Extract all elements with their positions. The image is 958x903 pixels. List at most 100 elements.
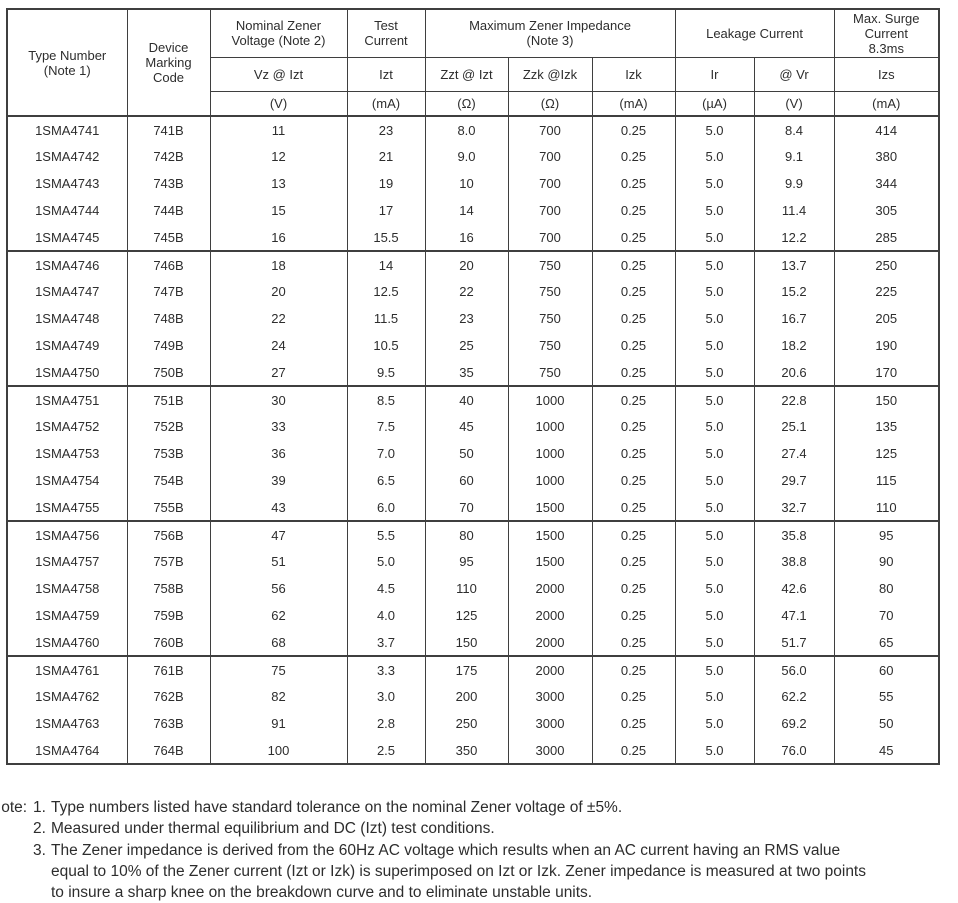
cell-izk: 0.25 — [591, 332, 676, 359]
cell-izt: 7.0 — [346, 440, 426, 467]
cell-ir: 5.0 — [674, 656, 755, 683]
cell-zzt-at-izt: 45 — [424, 413, 509, 440]
cell-device-marking-code: 746B — [126, 251, 211, 278]
symbol-at-vr: @ Vr — [753, 56, 835, 92]
cell-izk: 0.25 — [591, 278, 676, 305]
cell-device-marking-code: 761B — [126, 656, 211, 683]
cell-device-marking-code: 757B — [126, 548, 211, 575]
cell-zzt-at-izt: 125 — [424, 602, 509, 629]
header-line: Device — [148, 40, 189, 55]
unit-ma: (mA) — [833, 90, 940, 117]
cell-type-number: 1SMA4761 — [6, 656, 128, 683]
cell-izs: 414 — [833, 116, 940, 143]
cell-izs: 80 — [833, 575, 940, 602]
cell-izk: 0.25 — [591, 602, 676, 629]
cell-at-vr: 16.7 — [753, 305, 835, 332]
cell-zzt-at-izt: 50 — [424, 440, 509, 467]
cell-izs: 344 — [833, 170, 940, 197]
cell-izt: 11.5 — [346, 305, 426, 332]
cell-zzt-at-izt: 150 — [424, 629, 509, 656]
cell-at-vr: 32.7 — [753, 494, 835, 521]
unit-v: (V) — [753, 90, 835, 117]
cell-ir: 5.0 — [674, 197, 755, 224]
cell-zzk-at-izk: 700 — [507, 224, 593, 251]
cell-ir: 5.0 — [674, 170, 755, 197]
row-group-2: 1SMA4746 746B 18 14 20 750 0.25 5.0 13.7 250 1SMA4… — [6, 251, 940, 386]
cell-vz-at-izt: 56 — [209, 575, 348, 602]
cell-izk: 0.25 — [591, 629, 676, 656]
cell-izs: 305 — [833, 197, 940, 224]
cell-zzk-at-izk: 750 — [507, 251, 593, 278]
cell-type-number: 1SMA4755 — [6, 494, 128, 521]
unit-v: (V) — [209, 90, 348, 117]
cell-izk: 0.25 — [591, 386, 676, 413]
cell-zzt-at-izt: 16 — [424, 224, 509, 251]
cell-type-number: 1SMA4742 — [6, 143, 128, 170]
col-header-test-current: Test Current — [346, 8, 426, 58]
cell-ir: 5.0 — [674, 710, 755, 737]
cell-vz-at-izt: 51 — [209, 548, 348, 575]
cell-vz-at-izt: 16 — [209, 224, 348, 251]
cell-vz-at-izt: 82 — [209, 683, 348, 710]
note-text-line: The Zener impedance is derived from the … — [51, 841, 841, 859]
cell-zzk-at-izk: 1000 — [507, 386, 593, 413]
cell-izs: 70 — [833, 602, 940, 629]
table-row: 1SMA4758 758B 56 4.5 110 2000 0.25 5.0 42.6 80 — [6, 575, 940, 602]
cell-zzt-at-izt: 8.0 — [424, 116, 509, 143]
cell-izs: 125 — [833, 440, 940, 467]
cell-type-number: 1SMA4745 — [6, 224, 128, 251]
cell-zzt-at-izt: 70 — [424, 494, 509, 521]
cell-at-vr: 25.1 — [753, 413, 835, 440]
cell-izk: 0.25 — [591, 116, 676, 143]
symbol-izs: Izs — [833, 56, 940, 92]
cell-device-marking-code: 747B — [126, 278, 211, 305]
cell-izt: 8.5 — [346, 386, 426, 413]
header-line: Marking — [145, 55, 192, 70]
cell-zzt-at-izt: 40 — [424, 386, 509, 413]
cell-vz-at-izt: 15 — [209, 197, 348, 224]
cell-at-vr: 27.4 — [753, 440, 835, 467]
cell-type-number: 1SMA4747 — [6, 278, 128, 305]
cell-type-number: 1SMA4758 — [6, 575, 128, 602]
cell-vz-at-izt: 18 — [209, 251, 348, 278]
cell-vz-at-izt: 33 — [209, 413, 348, 440]
cell-device-marking-code: 743B — [126, 170, 211, 197]
cell-ir: 5.0 — [674, 548, 755, 575]
cell-at-vr: 9.9 — [753, 170, 835, 197]
cell-type-number: 1SMA4757 — [6, 548, 128, 575]
table-row: 1SMA4751 751B 30 8.5 40 1000 0.25 5.0 22.8 150 — [6, 386, 940, 413]
cell-device-marking-code: 750B — [126, 359, 211, 386]
table-row: 1SMA4750 750B 27 9.5 35 750 0.25 5.0 20.6 170 — [6, 359, 940, 386]
table-header: Type Number (Note 1) Device Marking Code… — [6, 8, 940, 117]
cell-type-number: 1SMA4759 — [6, 602, 128, 629]
cell-at-vr: 12.2 — [753, 224, 835, 251]
cell-at-vr: 56.0 — [753, 656, 835, 683]
table-row: 1SMA4764 764B 100 2.5 350 3000 0.25 5.0 76.0 45 — [6, 737, 940, 764]
header-line: Current — [864, 25, 908, 41]
table-row: 1SMA4761 761B 75 3.3 175 2000 0.25 5.0 56.0 60 — [6, 656, 940, 683]
cell-vz-at-izt: 24 — [209, 332, 348, 359]
cell-zzk-at-izk: 1500 — [507, 494, 593, 521]
table-row: 1SMA4760 760B 68 3.7 150 2000 0.25 5.0 51.7 65 — [6, 629, 940, 656]
cell-type-number: 1SMA4754 — [6, 467, 128, 494]
note-text: The Zener impedance is derived from the … — [51, 840, 866, 903]
cell-ir: 5.0 — [674, 413, 755, 440]
cell-zzk-at-izk: 1500 — [507, 521, 593, 548]
cell-device-marking-code: 756B — [126, 521, 211, 548]
cell-device-marking-code: 752B — [126, 413, 211, 440]
cell-ir: 5.0 — [674, 737, 755, 764]
cell-device-marking-code: 760B — [126, 629, 211, 656]
cell-izt: 23 — [346, 116, 426, 143]
note-item: Note: 1. Type numbers listed have standard… — [0, 797, 866, 818]
note-number: 1. — [33, 799, 46, 816]
cell-izk: 0.25 — [591, 548, 676, 575]
cell-device-marking-code: 759B — [126, 602, 211, 629]
header-line: Current — [364, 33, 408, 49]
cell-izk: 0.25 — [591, 143, 676, 170]
cell-type-number: 1SMA4753 — [6, 440, 128, 467]
cell-ir: 5.0 — [674, 521, 755, 548]
cell-izk: 0.25 — [591, 305, 676, 332]
cell-izk: 0.25 — [591, 494, 676, 521]
cell-ir: 5.0 — [674, 359, 755, 386]
cell-zzt-at-izt: 10 — [424, 170, 509, 197]
